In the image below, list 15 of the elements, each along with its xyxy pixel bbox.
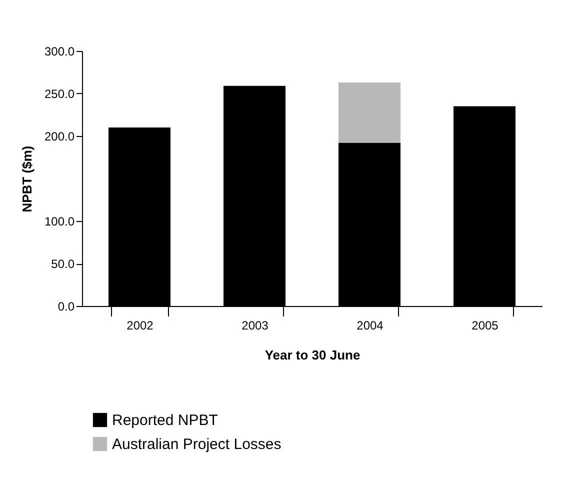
y-tick-label: 0.0 bbox=[58, 300, 75, 314]
x-tick-label: 2005 bbox=[472, 318, 499, 332]
y-tick-label: 50.0 bbox=[51, 257, 75, 271]
x-tick-label: 2004 bbox=[356, 318, 384, 332]
y-tick-label: 300.0 bbox=[44, 44, 75, 58]
x-tick-label: 2003 bbox=[242, 318, 269, 332]
x-tick-label: 2002 bbox=[126, 318, 154, 332]
legend-label: Australian Project Losses bbox=[112, 436, 282, 453]
y-tick-label: 100.0 bbox=[44, 214, 75, 228]
legend-label: Reported NPBT bbox=[112, 412, 218, 429]
x-axis-title: Year to 30 June bbox=[264, 348, 360, 362]
y-tick-label: 200.0 bbox=[44, 130, 75, 144]
y-axis-title: NPBT ($m) bbox=[19, 146, 34, 212]
y-tick-label: 250.0 bbox=[44, 87, 75, 101]
bar bbox=[338, 82, 400, 143]
